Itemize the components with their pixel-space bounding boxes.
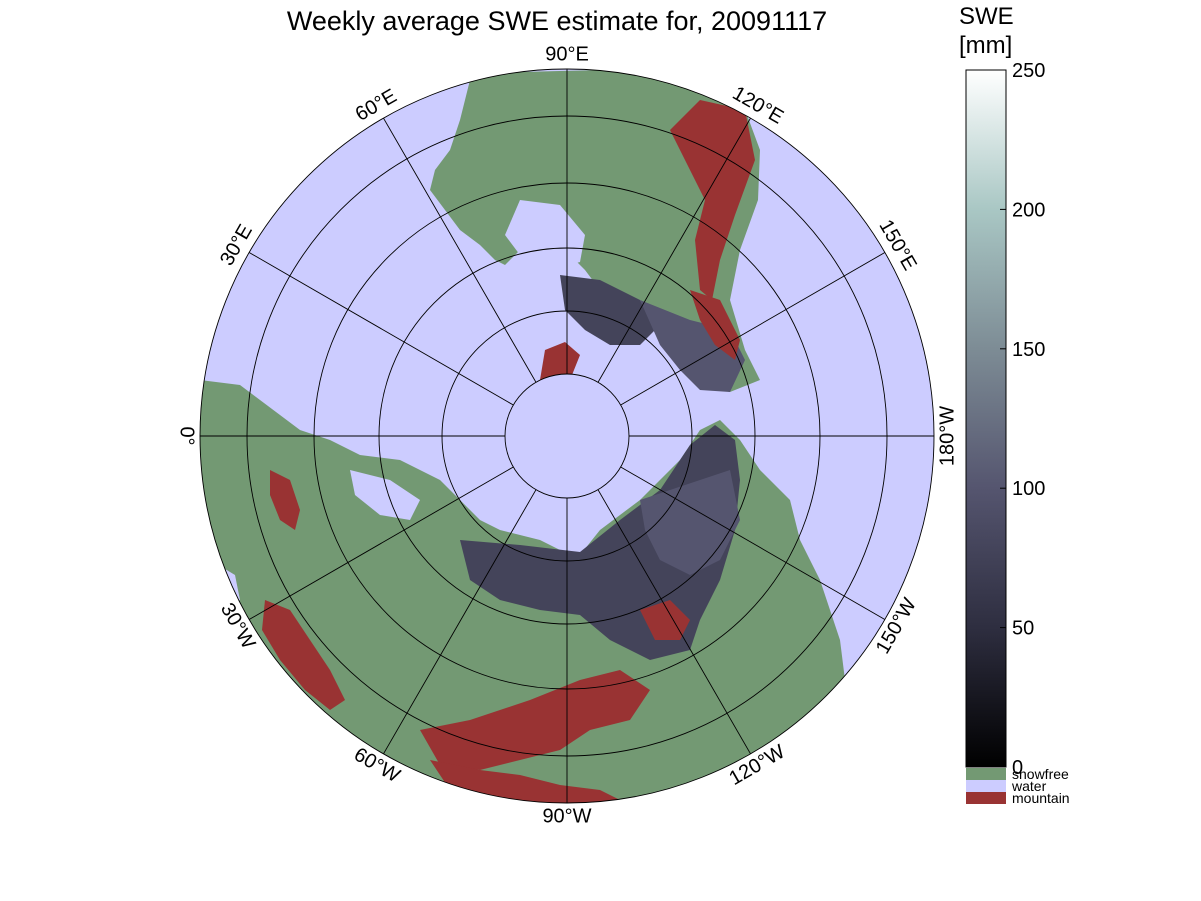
meridian-line	[248, 252, 514, 406]
kamchatka-mountain	[640, 600, 690, 640]
legend-swatch-water	[966, 780, 1006, 792]
baltic-sea	[350, 470, 420, 520]
meridian-line	[620, 252, 886, 406]
colorbar-title-swe: SWE	[959, 3, 1014, 30]
land-layer	[200, 70, 845, 803]
colorbar-title-unit: [mm]	[959, 32, 1012, 59]
meridian-line	[248, 466, 514, 620]
far-east-snow	[640, 470, 740, 575]
meridian-line	[597, 117, 751, 383]
meridian-line	[620, 466, 886, 620]
legend-swatch-mountain	[966, 792, 1006, 804]
arctic-archipelago	[560, 275, 655, 345]
legend-label-mountain: mountain	[1012, 790, 1070, 806]
meridian-line	[383, 117, 537, 383]
longitude-meridians	[200, 69, 934, 803]
colorbar-ticks: 0 50 100 150 200 250	[1000, 60, 1045, 779]
longitude-label: 180°W	[936, 406, 958, 466]
european-alps-mountain	[262, 600, 345, 710]
meridian-line	[597, 489, 751, 755]
map-title: Weekly average SWE estimate for, 2009111…	[287, 6, 827, 36]
legend-label-snowfree: snowfree	[1012, 766, 1069, 782]
rockies-mountain	[670, 100, 755, 300]
colorbar-gradient-bar	[965, 69, 1007, 768]
colorbar-tick-label: 100	[1012, 478, 1045, 500]
arctic-ocean-center	[505, 374, 629, 498]
pacific-nw-mountain	[690, 290, 740, 360]
alaska-snow	[640, 300, 745, 392]
colorbar-tick-label: 250	[1012, 60, 1045, 82]
colorbar-tick-label: 150	[1012, 339, 1045, 361]
scandinavian-mountain	[270, 470, 300, 530]
north-america-landmass	[430, 70, 760, 392]
legend-swatch-snowfree	[966, 768, 1006, 780]
longitude-label: 0°	[176, 426, 198, 445]
colorbar-tick-label: 200	[1012, 199, 1045, 221]
colorbar-tick-label: 50	[1012, 618, 1034, 640]
longitude-label: 90°E	[545, 43, 589, 65]
legend-label-water: water	[1011, 778, 1047, 794]
polar-map: 90°W120°W150°W180°W150°E120°E90°E60°E30°…	[176, 43, 959, 827]
colorbar: SWE [mm] 0 50 100 150 200 250	[959, 3, 1045, 779]
central-asia-mountain	[420, 670, 650, 770]
colorbar-tick-label: 0	[1012, 757, 1023, 779]
longitude-label: 90°W	[542, 805, 591, 827]
meridian-line	[383, 489, 537, 755]
